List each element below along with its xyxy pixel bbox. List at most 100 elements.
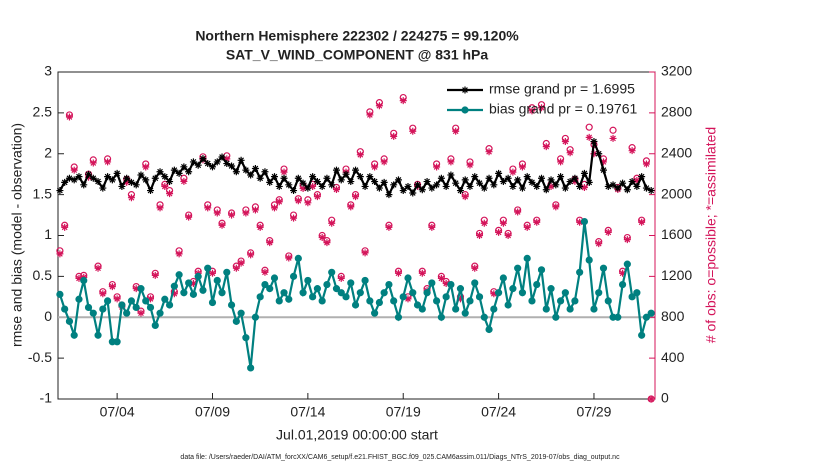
marker-star — [137, 171, 145, 179]
y-tick-label: 0 — [44, 308, 52, 324]
marker-star — [108, 283, 116, 291]
y2-tick-label: 1600 — [661, 226, 692, 242]
marker-star — [175, 169, 183, 177]
marker-star — [428, 223, 436, 231]
marker-star — [104, 173, 112, 181]
marker-star — [166, 178, 174, 186]
marker-star — [371, 178, 379, 186]
marker-circle — [437, 313, 445, 321]
marker-star — [375, 102, 383, 110]
y2-tick-label: 2000 — [661, 185, 692, 201]
marker-star — [604, 228, 612, 236]
marker-star — [356, 173, 364, 181]
marker-star — [170, 290, 178, 298]
marker-circle — [103, 297, 112, 305]
marker-star — [275, 198, 283, 206]
marker-circle — [270, 274, 279, 282]
marker-star — [647, 187, 655, 195]
marker-circle — [571, 297, 579, 305]
marker-circle — [175, 271, 183, 279]
marker-star — [542, 143, 550, 151]
marker-circle — [299, 289, 307, 297]
marker-star — [476, 179, 484, 187]
marker-star — [476, 232, 484, 239]
marker-star — [65, 174, 73, 182]
marker-star — [147, 187, 155, 195]
marker-star — [461, 176, 469, 184]
marker-star — [509, 168, 517, 176]
marker-circle — [647, 309, 655, 317]
marker-circle — [556, 297, 565, 305]
marker-star — [647, 395, 655, 403]
marker-star — [132, 285, 140, 293]
marker-circle — [485, 325, 493, 334]
marker-star — [352, 166, 360, 174]
marker-star — [538, 104, 546, 112]
marker-star — [452, 127, 460, 135]
marker-circle — [332, 285, 341, 293]
marker-star — [490, 181, 498, 189]
marker-star — [404, 182, 412, 190]
marker-circle — [261, 280, 269, 289]
marker-star — [619, 179, 627, 187]
marker-circle — [380, 289, 388, 297]
marker-circle — [452, 305, 460, 313]
marker-circle — [204, 264, 212, 272]
marker-star — [633, 176, 641, 184]
marker-star — [204, 204, 212, 212]
marker-star — [266, 239, 274, 247]
marker-star — [313, 178, 321, 186]
marker-star — [609, 181, 617, 189]
marker-circle — [547, 285, 555, 293]
footnote: data file: /Users/raeder/DAI/ATM_forcXX/… — [180, 454, 620, 461]
marker-star — [600, 158, 608, 166]
marker-star — [633, 182, 641, 190]
marker-star — [99, 290, 107, 298]
marker-star — [251, 206, 259, 214]
x-axis-label: Jul.01,2019 00:00:00 start — [276, 427, 438, 443]
marker-star — [118, 182, 126, 190]
marker-star — [70, 176, 78, 184]
marker-star — [499, 178, 507, 186]
marker-star — [623, 186, 631, 194]
marker-star — [595, 150, 603, 158]
marker-star — [61, 178, 69, 186]
y-tick-label: 1.5 — [33, 185, 53, 201]
y-axis-label: rmse and bias (model - observation) — [9, 123, 25, 347]
marker-star — [394, 269, 402, 277]
marker-star — [223, 155, 231, 163]
marker-circle — [80, 276, 88, 285]
marker-circle — [304, 276, 312, 285]
marker-circle — [75, 295, 83, 303]
marker-circle — [585, 256, 593, 264]
marker-star — [94, 178, 102, 186]
marker-circle — [576, 268, 584, 276]
marker-star — [456, 295, 464, 303]
marker-star — [328, 181, 336, 189]
marker-star — [628, 178, 636, 186]
marker-star — [576, 182, 584, 190]
marker-circle — [65, 317, 74, 325]
marker-circle — [223, 268, 231, 276]
marker-star — [414, 181, 422, 189]
marker-star — [89, 159, 97, 167]
marker-circle — [499, 274, 507, 282]
marker-star — [614, 184, 622, 192]
marker-circle — [399, 293, 407, 301]
marker-star — [99, 184, 107, 192]
y2-axis-label: # of obs: o=possible; *=assimilated — [703, 127, 719, 343]
marker-star — [437, 274, 445, 282]
marker-star — [332, 166, 340, 174]
marker-circle — [89, 309, 97, 317]
marker-circle — [590, 305, 598, 313]
marker-circle — [461, 106, 469, 114]
marker-circle — [390, 297, 398, 305]
marker-star — [552, 203, 560, 211]
marker-star — [290, 214, 298, 222]
marker-circle — [638, 331, 646, 339]
marker-star — [495, 228, 503, 236]
y-tick-label: 1 — [44, 226, 52, 242]
marker-star — [423, 178, 431, 186]
marker-circle — [490, 305, 498, 313]
marker-star — [552, 181, 560, 189]
